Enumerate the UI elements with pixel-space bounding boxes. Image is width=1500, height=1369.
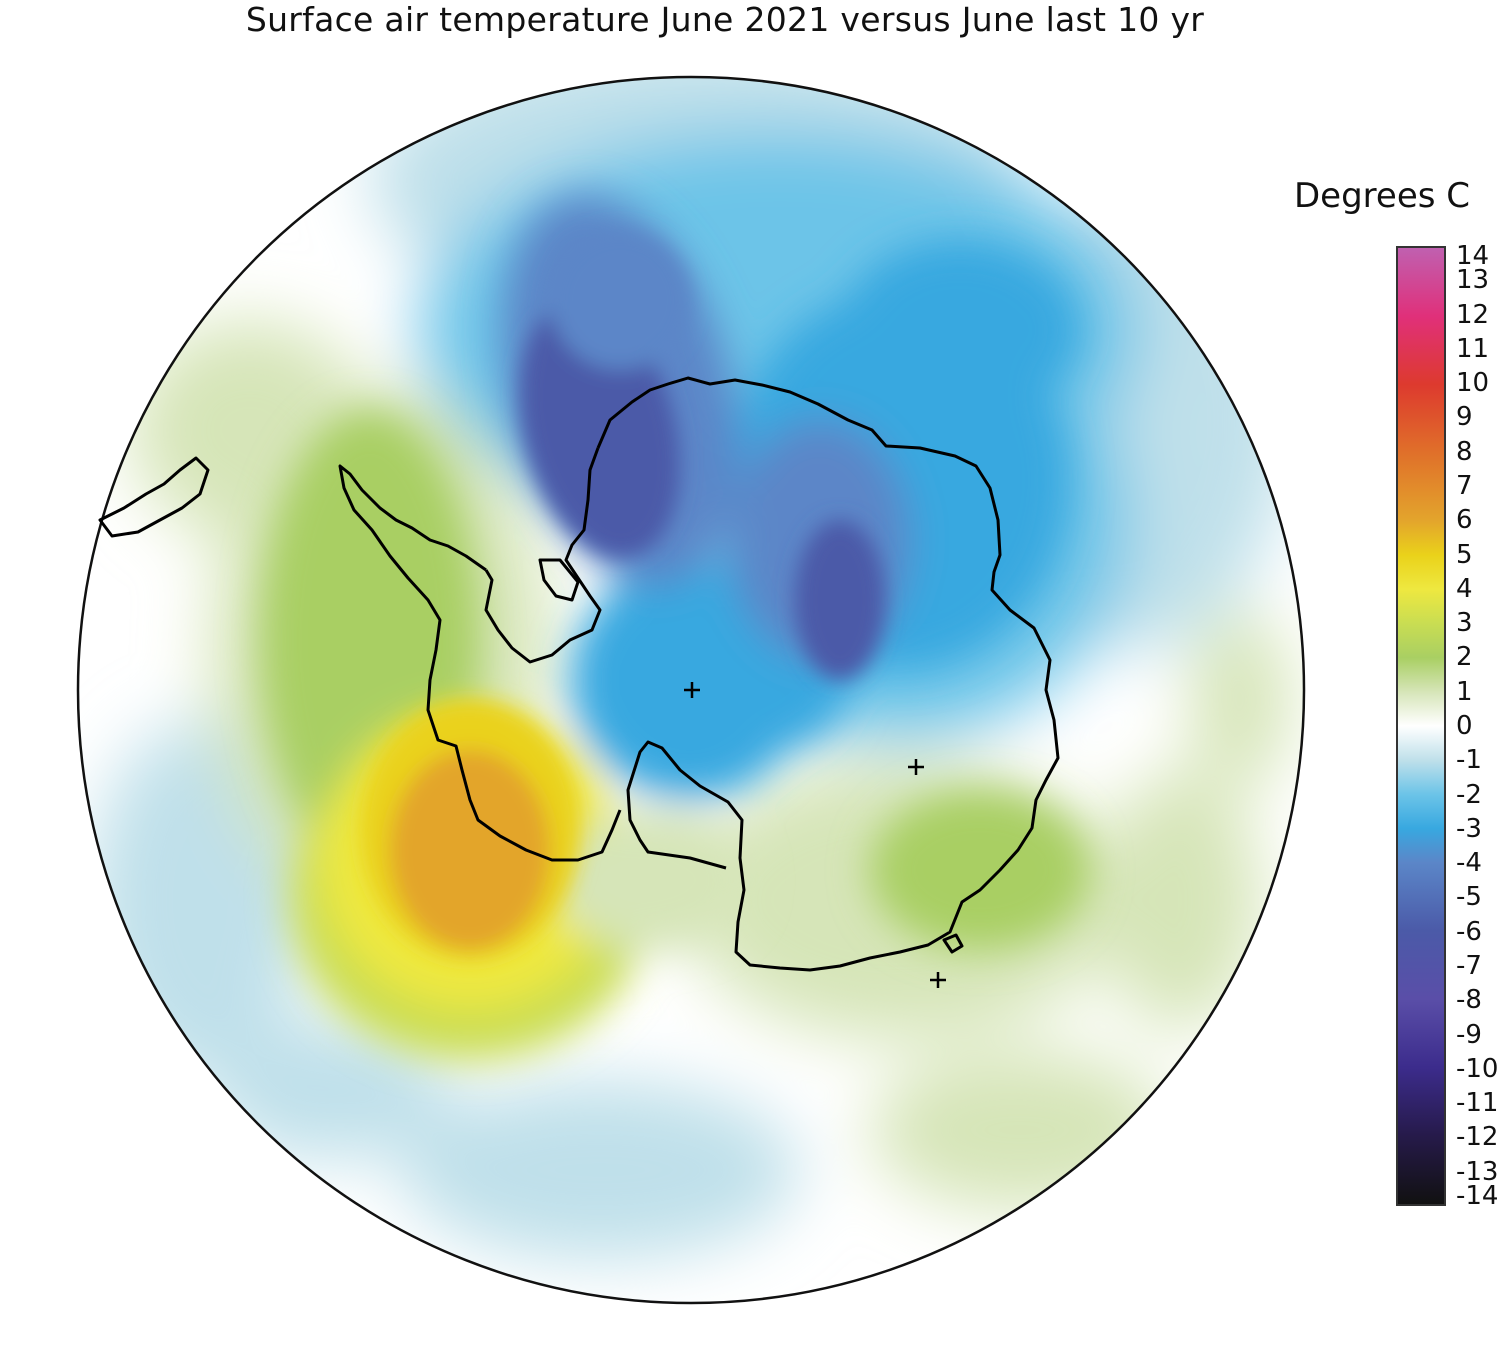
anomaly-region — [550, 810, 750, 950]
anomaly-region — [400, 1080, 800, 1260]
colorbar-tick: -5 — [1456, 882, 1482, 913]
anomaly-region — [840, 240, 1080, 420]
colorbar-tick: 0 — [1456, 711, 1473, 741]
colorbar-tick: 11 — [1456, 333, 1490, 364]
colorbar-tick: -11 — [1456, 1088, 1499, 1119]
colorbar — [1396, 246, 1446, 1206]
legend-title: Degrees C — [1294, 176, 1471, 216]
colorbar-tick: 13 — [1456, 265, 1490, 296]
colorbar-tick: -9 — [1456, 1019, 1482, 1050]
colorbar-tick: 3 — [1456, 608, 1473, 639]
map-boundary-circle — [76, 75, 1306, 1305]
colorbar-tick: -7 — [1456, 951, 1482, 981]
antarctica-coastline — [98, 376, 1060, 972]
colorbar-tick: 6 — [1456, 505, 1473, 536]
colorbar-tick: 1 — [1456, 676, 1473, 707]
station-marker-east — [908, 759, 924, 775]
colorbar-tick: 14 — [1456, 241, 1490, 271]
anomaly-region — [870, 790, 1090, 950]
colorbar-tick: 5 — [1456, 539, 1473, 570]
station-marker-south — [930, 972, 946, 988]
ice-shelf-outline — [538, 558, 580, 602]
anomaly-region — [795, 520, 885, 680]
anomaly-region — [390, 750, 550, 950]
anomaly-region — [210, 1020, 450, 1160]
anomaly-region — [1190, 610, 1290, 790]
anomaly-region — [1100, 770, 1260, 1030]
colorbar-tick: -6 — [1456, 916, 1482, 947]
anomaly-region — [550, 230, 690, 370]
polar-map — [76, 75, 1306, 1305]
anomaly-region — [870, 1050, 1170, 1210]
location-markers — [684, 682, 946, 988]
colorbar-tick: 7 — [1456, 471, 1473, 501]
colorbar-tick: 8 — [1456, 436, 1473, 467]
antarctic-peninsula-coastline — [338, 464, 622, 862]
colorbar-tick: 9 — [1456, 402, 1473, 433]
colorbar-tick: 2 — [1456, 642, 1473, 673]
island-outline — [942, 933, 964, 954]
colorbar-tick: -13 — [1456, 1156, 1499, 1187]
colorbar-tick: -2 — [1456, 779, 1482, 810]
map-title: Surface air temperature June 2021 versus… — [245, 0, 1205, 39]
colorbar-tick: -10 — [1456, 1053, 1499, 1084]
colorbar-tick: -1 — [1456, 745, 1482, 776]
colorbar-tick: -14 — [1456, 1181, 1499, 1211]
colorbar-tick: -3 — [1456, 813, 1482, 844]
south-pole-marker — [684, 682, 700, 698]
weddell-ross-coastline — [484, 447, 602, 664]
colorbar-tick: 12 — [1456, 299, 1490, 330]
colorbar-tick: -12 — [1456, 1122, 1499, 1153]
colorbar-tick: -8 — [1456, 985, 1482, 1016]
temperature-anomaly-field — [78, 77, 1304, 1303]
south-america-tip — [98, 456, 210, 538]
colorbar-tick: -4 — [1456, 848, 1482, 879]
east-antarctica-coastline — [596, 376, 1060, 972]
colorbar-tick: 4 — [1456, 573, 1473, 604]
colorbar-tick: 10 — [1456, 368, 1490, 399]
colorbar-tick-labels: 14 13 12 11 10 9 8 7 6 5 4 3 2 1 0 -1 -2 -3 -4 -5 -6 -7 -8 -9 -1… — [1456, 241, 1500, 1211]
